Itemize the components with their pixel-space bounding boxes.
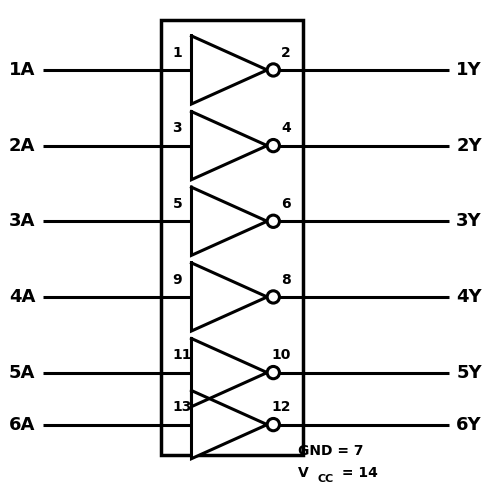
- Text: 2Y: 2Y: [456, 136, 482, 154]
- Text: 6A: 6A: [9, 416, 35, 434]
- Text: 12: 12: [272, 400, 291, 414]
- Text: 4Y: 4Y: [456, 288, 482, 306]
- Text: 2A: 2A: [9, 136, 35, 154]
- Bar: [161, 20, 302, 455]
- Text: 13: 13: [172, 400, 192, 414]
- Polygon shape: [191, 36, 267, 104]
- Text: 4: 4: [281, 121, 291, 135]
- Circle shape: [267, 419, 279, 431]
- Text: 4A: 4A: [9, 288, 35, 306]
- Polygon shape: [191, 391, 267, 459]
- Text: 1Y: 1Y: [456, 61, 482, 79]
- Text: 5A: 5A: [9, 363, 35, 381]
- Text: 6: 6: [281, 197, 291, 211]
- Text: 3: 3: [172, 121, 182, 135]
- Text: 11: 11: [172, 348, 192, 362]
- Text: 9: 9: [172, 272, 182, 287]
- Text: 5Y: 5Y: [456, 363, 482, 381]
- Polygon shape: [191, 263, 267, 331]
- Text: 3A: 3A: [9, 212, 35, 230]
- Text: 8: 8: [281, 272, 291, 287]
- Circle shape: [267, 291, 279, 303]
- Text: 2: 2: [281, 45, 291, 60]
- Text: 5: 5: [172, 197, 182, 211]
- Polygon shape: [191, 112, 267, 180]
- Polygon shape: [191, 338, 267, 407]
- Text: GND = 7: GND = 7: [298, 444, 363, 457]
- Text: CC: CC: [318, 473, 334, 484]
- Polygon shape: [191, 187, 267, 256]
- Circle shape: [267, 366, 279, 379]
- Circle shape: [267, 139, 279, 152]
- Text: = 14: = 14: [337, 466, 378, 480]
- Circle shape: [267, 215, 279, 227]
- Text: 3Y: 3Y: [456, 212, 482, 230]
- Text: 1: 1: [172, 45, 182, 60]
- Text: V: V: [298, 466, 309, 480]
- Circle shape: [267, 64, 279, 76]
- Text: 1A: 1A: [9, 61, 35, 79]
- Text: 10: 10: [272, 348, 291, 362]
- Text: 6Y: 6Y: [456, 416, 482, 434]
